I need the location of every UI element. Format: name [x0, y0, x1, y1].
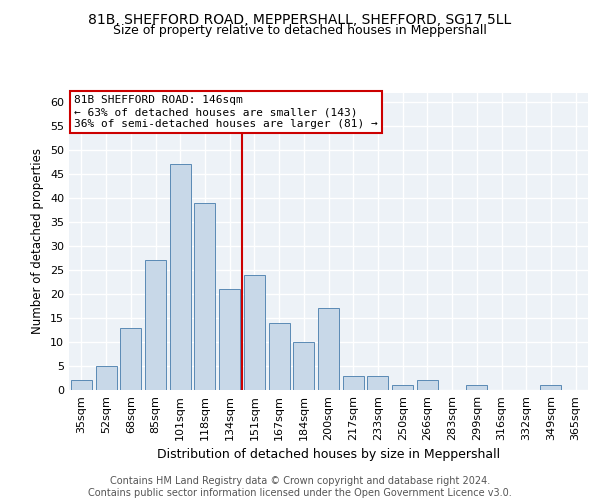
Bar — [194, 203, 215, 390]
Bar — [219, 289, 240, 390]
Bar — [95, 366, 116, 390]
Text: 81B SHEFFORD ROAD: 146sqm
← 63% of detached houses are smaller (143)
36% of semi: 81B SHEFFORD ROAD: 146sqm ← 63% of detac… — [74, 96, 378, 128]
Bar — [71, 380, 92, 390]
Bar — [417, 380, 438, 390]
Bar — [145, 260, 166, 390]
Text: Contains HM Land Registry data © Crown copyright and database right 2024.
Contai: Contains HM Land Registry data © Crown c… — [88, 476, 512, 498]
Bar — [343, 376, 364, 390]
Bar — [541, 385, 562, 390]
Bar — [269, 323, 290, 390]
X-axis label: Distribution of detached houses by size in Meppershall: Distribution of detached houses by size … — [157, 448, 500, 462]
Bar — [244, 275, 265, 390]
Bar — [293, 342, 314, 390]
Text: Size of property relative to detached houses in Meppershall: Size of property relative to detached ho… — [113, 24, 487, 37]
Bar — [466, 385, 487, 390]
Y-axis label: Number of detached properties: Number of detached properties — [31, 148, 44, 334]
Bar — [367, 376, 388, 390]
Bar — [120, 328, 141, 390]
Bar — [392, 385, 413, 390]
Bar — [318, 308, 339, 390]
Bar — [170, 164, 191, 390]
Text: 81B, SHEFFORD ROAD, MEPPERSHALL, SHEFFORD, SG17 5LL: 81B, SHEFFORD ROAD, MEPPERSHALL, SHEFFOR… — [88, 12, 512, 26]
